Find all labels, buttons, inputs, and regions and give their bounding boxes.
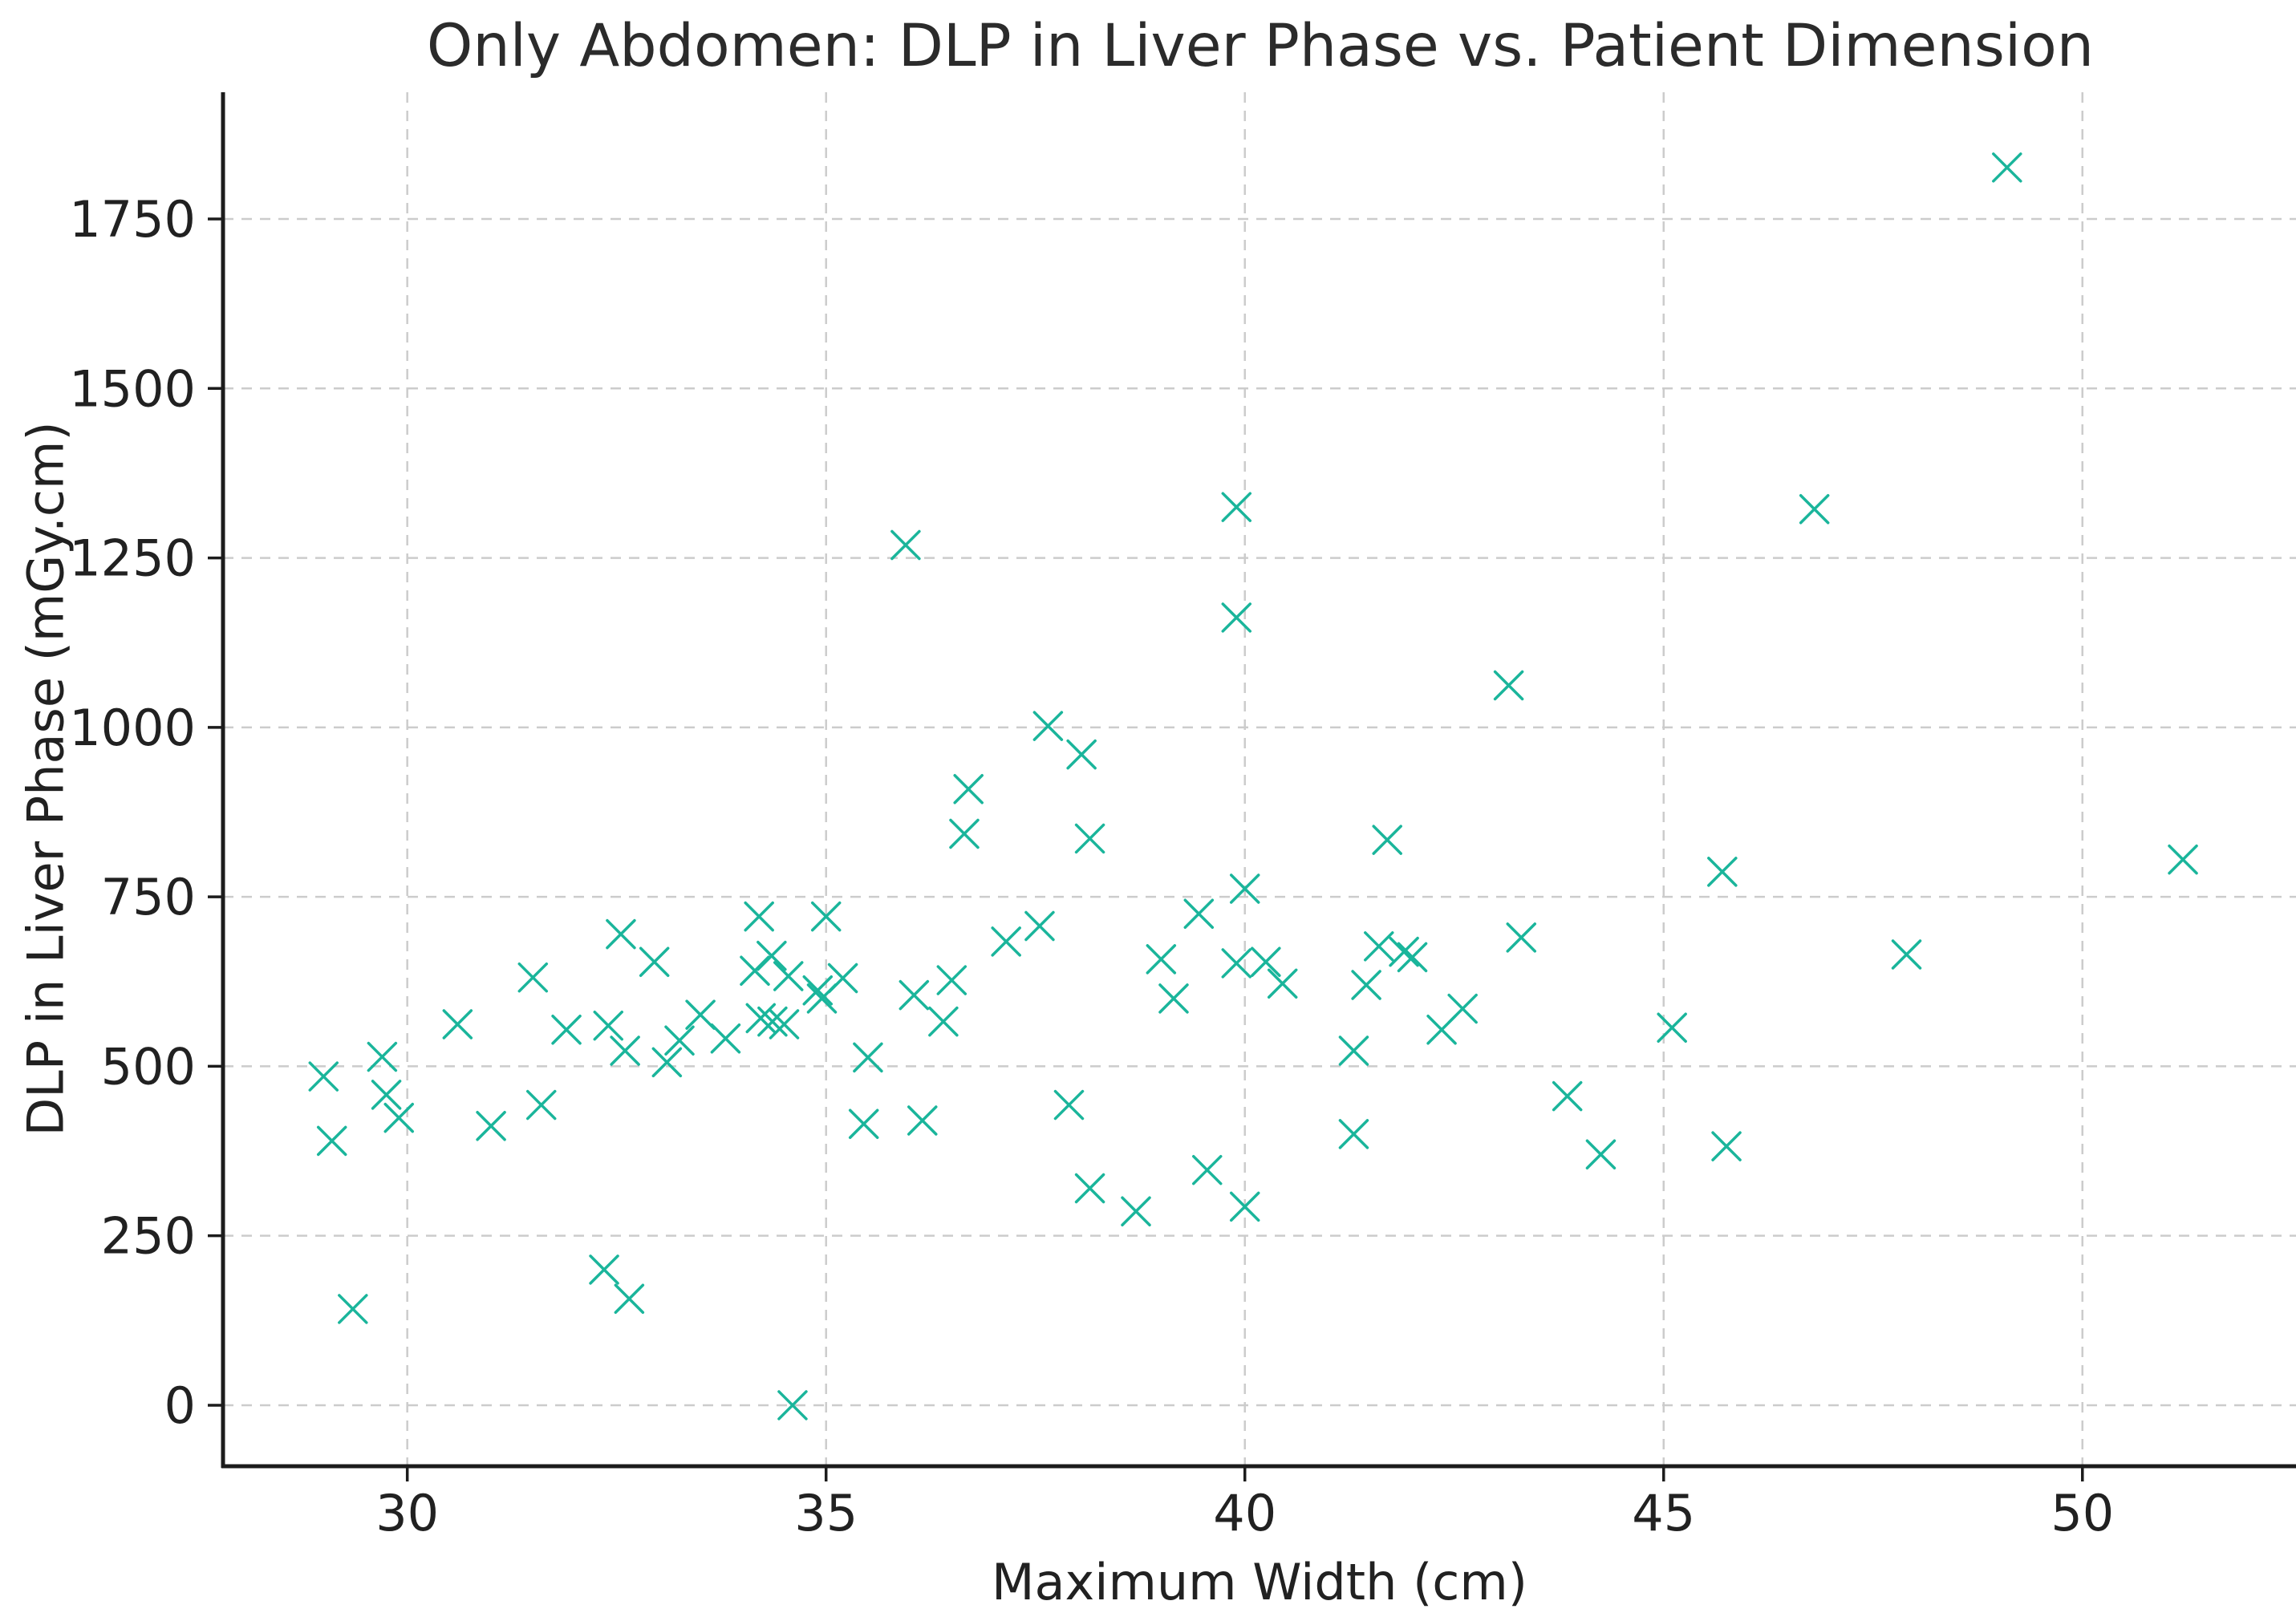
data-point-marker <box>367 1041 398 1072</box>
data-point-marker <box>936 965 967 995</box>
data-point-marker <box>308 1061 339 1092</box>
data-point-marker <box>639 946 670 977</box>
data-point-marker <box>777 1390 808 1420</box>
data-point-marker <box>1229 873 1260 904</box>
data-point-marker <box>338 1294 368 1324</box>
data-point-marker <box>1372 825 1402 855</box>
data-point-marker <box>651 1047 683 1078</box>
data-point-marker <box>769 1009 800 1040</box>
x-tick-label: 40 <box>1213 1484 1276 1542</box>
data-point-marker <box>383 1102 414 1133</box>
y-tick-label: 1750 <box>69 190 196 249</box>
data-point-marker <box>1066 739 1097 770</box>
data-point-marker <box>827 963 858 994</box>
data-point-marker <box>442 1009 473 1040</box>
data-point-marker <box>744 901 774 932</box>
data-point-marker <box>371 1080 402 1110</box>
data-point-marker <box>1183 898 1215 929</box>
data-point-marker <box>1221 602 1252 633</box>
data-point-marker <box>1251 946 1281 977</box>
data-point-marker <box>810 901 842 932</box>
data-point-marker <box>1992 152 2022 183</box>
data-point-marker <box>1389 936 1419 967</box>
x-tick-label: 30 <box>375 1484 439 1542</box>
data-point-marker <box>773 961 804 991</box>
y-axis-label: DLP in Liver Phase (mGy.cm) <box>16 421 75 1137</box>
data-point-marker <box>1074 823 1105 854</box>
data-point-marker <box>949 818 980 849</box>
data-point-marker <box>551 1015 582 1045</box>
data-point-marker <box>606 918 636 950</box>
data-point-marker <box>1799 493 1830 525</box>
data-point-marker <box>517 962 549 993</box>
x-axis-label: Maximum Width (cm) <box>992 1553 1527 1611</box>
data-point-marker <box>907 1105 938 1136</box>
data-point-marker <box>848 1108 879 1139</box>
data-point-marker <box>1552 1080 1583 1112</box>
data-point-marker <box>2168 844 2198 875</box>
data-point-marker <box>1221 948 1252 979</box>
y-tick-label: 1000 <box>69 699 196 757</box>
data-point-marker <box>1074 1173 1105 1204</box>
data-point-marker <box>614 1283 645 1315</box>
data-point-marker <box>1229 1191 1260 1222</box>
data-point-marker <box>316 1125 347 1157</box>
data-point-marker <box>593 1010 624 1041</box>
y-tick-label: 1250 <box>69 529 196 588</box>
data-point-marker <box>953 774 984 804</box>
data-point-marker <box>476 1111 506 1141</box>
chart-title: Only Abdomen: DLP in Liver Phase vs. Pat… <box>426 12 2095 80</box>
data-point-marker <box>757 940 787 971</box>
y-tick-label: 500 <box>101 1037 196 1096</box>
data-point-marker <box>1338 1035 1369 1066</box>
data-point-marker <box>1493 670 1524 701</box>
y-tick-label: 1500 <box>69 359 196 418</box>
data-point-marker <box>1024 910 1055 942</box>
data-point-marker <box>1891 939 1922 970</box>
data-point-marker <box>1711 1131 1742 1161</box>
data-point-marker <box>1351 970 1381 1000</box>
data-point-marker <box>1221 492 1252 522</box>
x-tick-label: 45 <box>1632 1484 1695 1542</box>
data-point-marker <box>610 1035 640 1066</box>
data-point-marker <box>1267 968 1298 999</box>
data-point-marker <box>1397 942 1428 973</box>
y-tick-label: 0 <box>164 1376 196 1435</box>
data-point-marker <box>991 926 1021 957</box>
data-point-marker <box>685 999 716 1030</box>
data-point-marker <box>1192 1154 1223 1185</box>
data-point-marker <box>1707 857 1738 887</box>
data-point-marker <box>664 1025 695 1056</box>
y-tick-label: 750 <box>101 868 196 926</box>
data-point-marker <box>1158 983 1189 1014</box>
data-point-marker <box>525 1089 557 1121</box>
data-point-marker <box>589 1254 619 1285</box>
data-point-marker <box>1447 993 1478 1024</box>
data-point-marker <box>1338 1119 1369 1149</box>
data-point-marker <box>745 1003 777 1034</box>
data-point-marker <box>710 1023 741 1054</box>
data-point-marker <box>1121 1196 1151 1226</box>
data-point-marker <box>1364 931 1394 962</box>
y-tick-label: 250 <box>101 1207 196 1266</box>
data-point-marker <box>1585 1139 1617 1170</box>
data-point-marker <box>1657 1012 1687 1043</box>
data-point-marker <box>1506 922 1537 953</box>
data-point-marker <box>899 979 930 1011</box>
data-point-marker <box>928 1006 959 1037</box>
data-point-marker <box>1053 1089 1085 1121</box>
x-tick-label: 50 <box>2051 1484 2114 1542</box>
x-tick-label: 35 <box>794 1484 858 1542</box>
data-point-marker <box>1032 711 1064 741</box>
data-point-marker <box>757 1006 788 1037</box>
data-point-marker <box>890 529 921 561</box>
data-point-marker <box>853 1042 883 1073</box>
data-point-marker <box>1146 944 1177 975</box>
data-point-marker <box>802 975 834 1006</box>
